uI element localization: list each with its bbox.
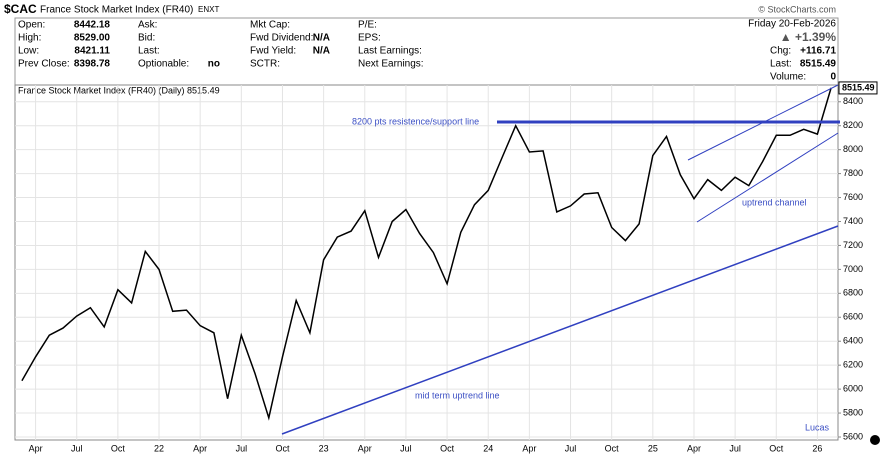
field-label: High: [18,33,41,44]
field-label: Last Earnings: [358,46,422,57]
field-label: EPS: [358,33,381,44]
x-tick-label: Oct [440,443,455,453]
y-tick-label: 7800 [843,168,863,178]
x-tick-label: Jul [236,443,248,453]
chg: +116.71 [800,46,836,57]
y-tick-label: 8000 [843,144,863,154]
field-value: 8398.78 [74,59,111,70]
field-label: Mkt Cap: [250,20,290,31]
y-tick-label: 6600 [843,312,863,322]
field-label: Prev Close: [18,59,70,70]
volume: 0 [830,72,836,83]
symbol-name: France Stock Market Index (FR40) [40,5,193,16]
last: 8515.49 [800,59,837,70]
channel-lower [696,132,839,223]
y-tick-label: 7600 [843,192,863,202]
field-label: Fwd Dividend: [250,33,313,44]
uptrend-line [281,225,839,435]
x-tick-label: Apr [193,443,207,453]
field-value: N/A [313,46,330,57]
field-label: SCTR: [250,59,280,70]
x-tick-label: Oct [275,443,290,453]
price-tag-box [838,81,878,95]
field-label: Next Earnings: [358,59,424,70]
exchange: ENXT [198,5,219,14]
field-value: 8442.18 [74,20,111,31]
info-box [14,17,839,86]
x-tick-label: 22 [154,443,164,453]
x-tick-label: Jul [565,443,577,453]
field-label: Open: [18,20,45,31]
y-tick-label: 8400 [843,96,863,106]
annotation: mid term uptrend line [415,390,500,400]
field-label: Ask: [138,20,157,31]
field-label: Fwd Yield: [250,46,296,57]
annotation: 8200 pts resistence/support line [352,116,479,126]
x-tick-label: Apr [522,443,536,453]
x-tick-label: Oct [605,443,620,453]
volume-label: Volume: [770,72,806,83]
x-tick-label: Apr [687,443,701,453]
x-tick-label: 25 [648,443,658,453]
change-pct: ▲ +1.39% [780,30,837,44]
x-tick-label: Apr [358,443,372,453]
y-tick-label: 7000 [843,264,863,274]
x-tick-label: 26 [812,443,822,453]
x-tick-label: Jul [71,443,83,453]
y-tick-label: 8200 [843,120,863,130]
y-tick-label: 6800 [843,288,863,298]
y-tick-label: 6000 [843,383,863,393]
corner-dot [870,435,880,445]
x-tick-label: 24 [483,443,493,453]
annotation: Lucas [805,422,830,432]
y-tick-label: 7400 [843,216,863,226]
y-tick-label: 6400 [843,336,863,346]
y-tick-label: 7200 [843,240,863,250]
y-tick-label: 6200 [843,360,863,370]
field-label: Last: [138,46,160,57]
x-tick-label: Jul [400,443,412,453]
credit: © StockCharts.com [758,4,836,14]
y-tick-label: 5600 [843,431,863,441]
x-tick-label: Apr [29,443,43,453]
date: Friday 20-Feb-2026 [748,19,836,30]
price-tag: 8515.49 [842,82,875,92]
field-value: 8529.00 [74,33,111,44]
field-label: Optionable: [138,59,189,70]
price-line [21,87,832,421]
plot-frame [14,84,839,441]
annotation: uptrend channel [742,197,807,207]
y-tick-label: 5800 [843,407,863,417]
field-value: N/A [313,33,330,44]
field-value: 8421.11 [74,46,110,57]
last-label: Last: [770,59,792,70]
field-label: Bid: [138,33,155,44]
chg-label: Chg: [770,46,791,57]
x-tick-label: Oct [111,443,126,453]
x-tick-label: Jul [729,443,741,453]
field-label: P/E: [358,20,377,31]
field-label: Low: [18,46,39,57]
x-tick-label: Oct [769,443,784,453]
legend: France Stock Market Index (FR40) (Daily)… [18,85,220,95]
x-tick-label: 23 [319,443,329,453]
symbol: $CAC [4,2,37,16]
channel-upper [687,84,839,161]
field-value: no [208,59,220,70]
